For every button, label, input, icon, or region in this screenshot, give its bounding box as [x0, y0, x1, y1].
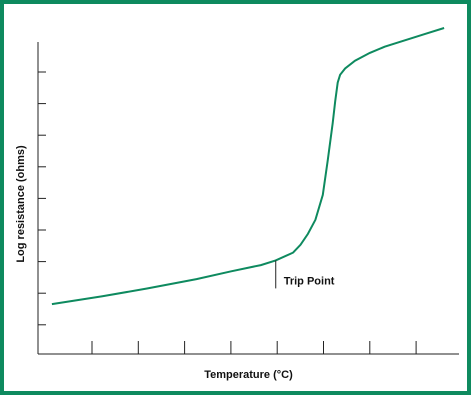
x-axis-label: Temperature (°C) [204, 369, 293, 381]
y-ticks [38, 71, 46, 326]
y-axis-label: Log resistance (ohms) [15, 145, 27, 263]
axes [37, 42, 459, 355]
trip-point-label: Trip Point [284, 275, 335, 287]
x-ticks [91, 341, 417, 354]
resistance-curve [51, 27, 445, 306]
chart: Trip Point Temperature (°C) Log resistan… [15, 27, 459, 381]
